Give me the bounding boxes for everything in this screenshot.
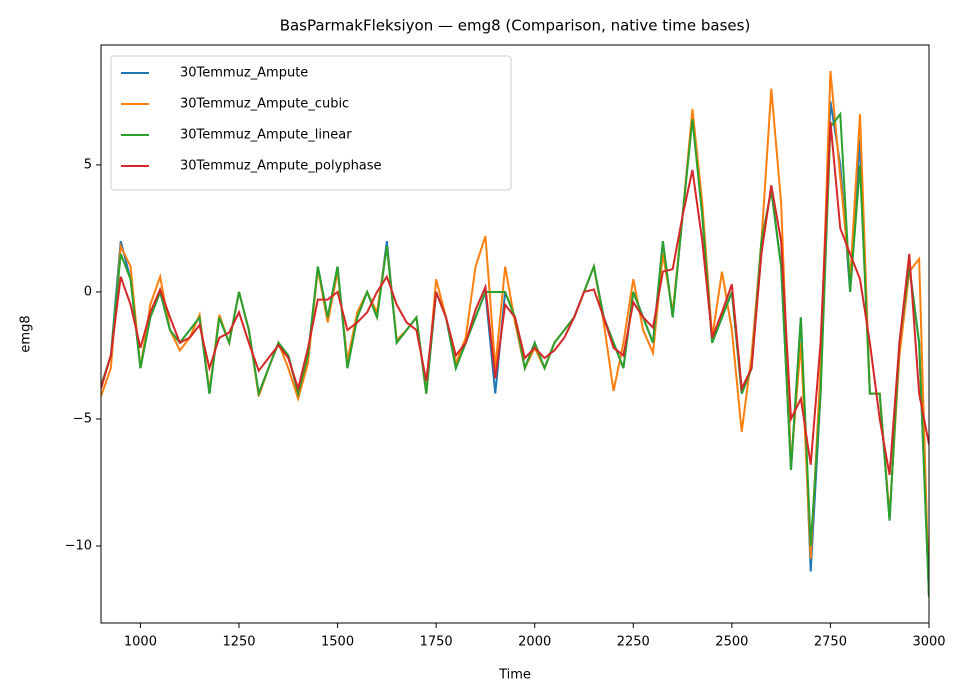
x-tick-label: 2500 (715, 635, 748, 650)
legend-label: 30Temmuz_Ampute_linear (180, 128, 352, 143)
series-line (101, 121, 929, 476)
x-tick-label: 3000 (912, 635, 945, 650)
x-axis-label: Time (498, 668, 531, 683)
x-tick-label: 2750 (814, 635, 847, 650)
x-tick-label: 1250 (222, 635, 255, 650)
y-tick-label: −5 (73, 411, 92, 426)
y-tick-label: 0 (84, 284, 92, 299)
y-tick-label: −10 (65, 539, 92, 554)
x-tick-label: 1000 (124, 635, 157, 650)
x-tick-label: 1500 (321, 635, 354, 650)
legend-label: 30Temmuz_Ampute_polyphase (180, 159, 382, 174)
plot-frame (100, 44, 930, 624)
y-axis-label: emg8 (19, 315, 34, 352)
y-tick-label: 5 (84, 157, 92, 172)
legend-label: 30Temmuz_Ampute_cubic (180, 97, 349, 112)
chart-title: BasParmakFleksiyon — emg8 (Comparison, n… (280, 17, 751, 35)
x-tick-label: 1750 (420, 635, 453, 650)
x-tick-label: 2000 (518, 635, 551, 650)
legend-box (110, 55, 512, 191)
legend-label: 30Temmuz_Ampute (180, 66, 308, 81)
x-tick-label: 2250 (617, 635, 650, 650)
